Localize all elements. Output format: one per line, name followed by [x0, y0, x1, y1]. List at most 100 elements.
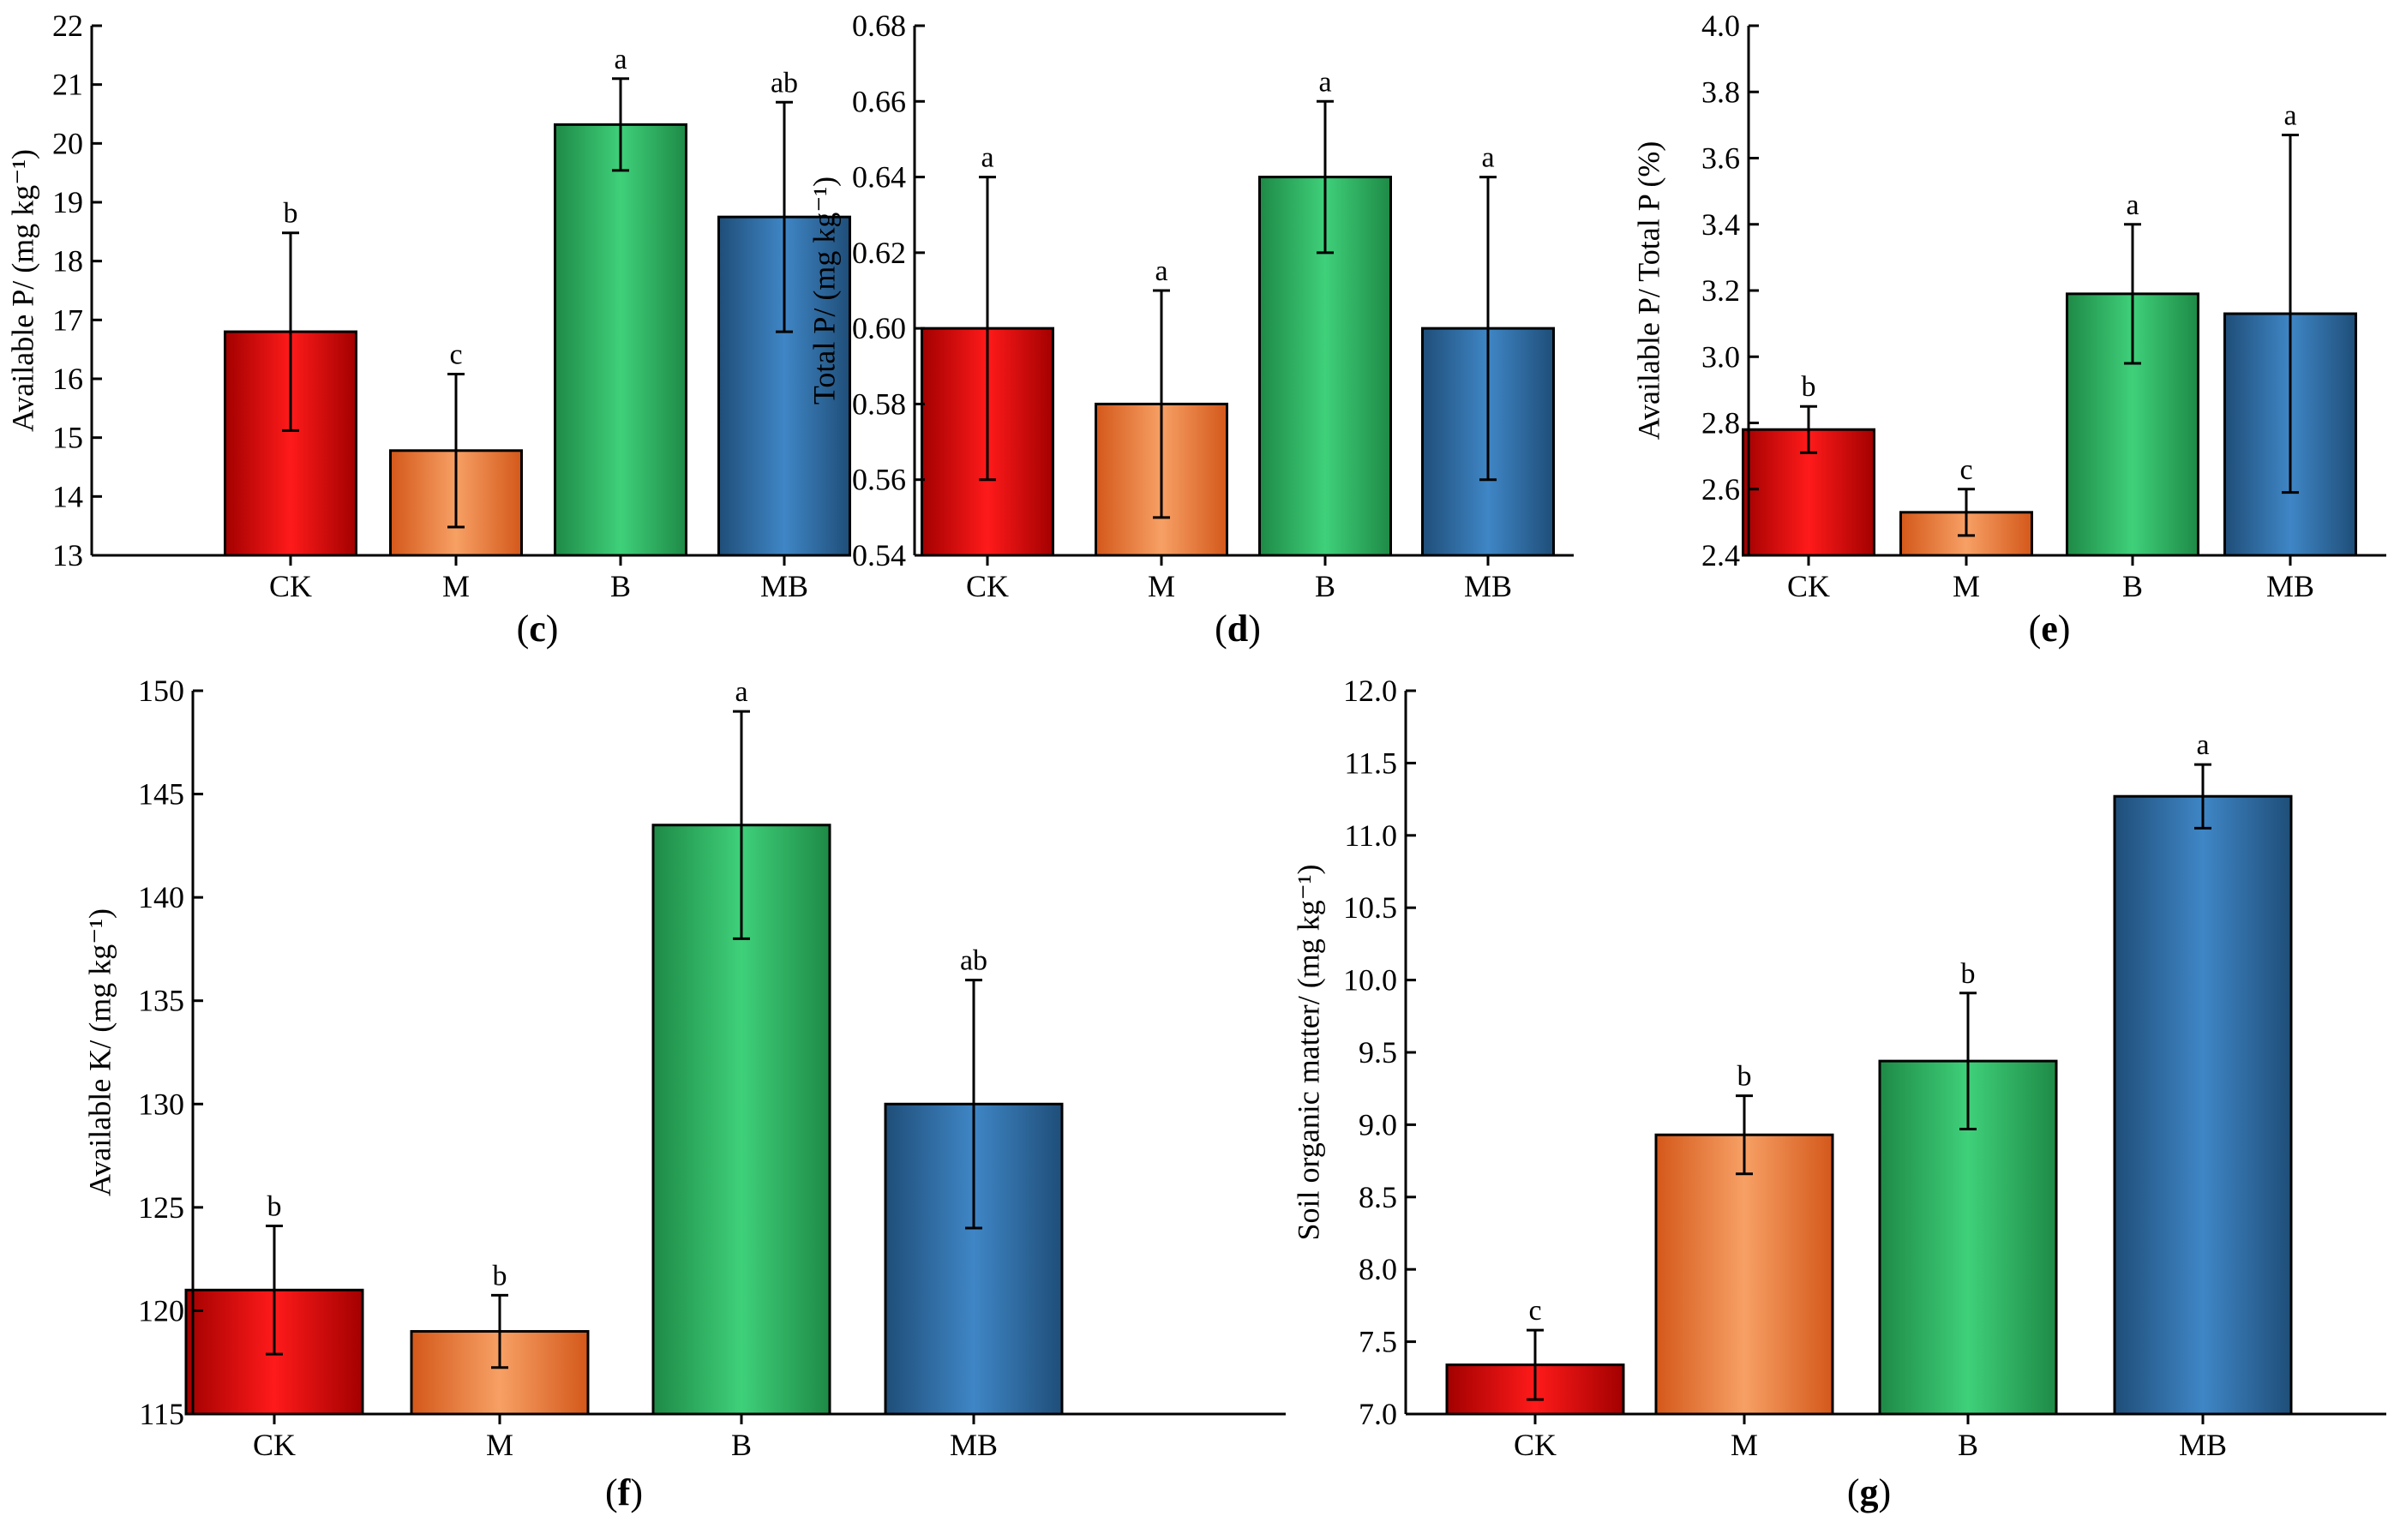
x-tick-label: B	[610, 569, 631, 603]
y-tick-label: 20	[52, 126, 83, 160]
significance-letter: c	[1959, 454, 1972, 486]
panel-label-d: (d)	[1215, 608, 1261, 650]
y-axis-label: Available K/ (mg kg⁻¹)	[82, 908, 117, 1196]
significance-letter: b	[493, 1260, 507, 1291]
bar-g-m	[1654, 1133, 1834, 1416]
y-tick-label: 3.4	[1701, 207, 1740, 242]
error-bar-d-b	[1317, 99, 1334, 255]
y-tick-label: 12.0	[1343, 674, 1397, 708]
panel-label-f: (f)	[605, 1471, 643, 1513]
y-tick-label: 9.5	[1359, 1035, 1397, 1070]
x-tick-label: MB	[2266, 569, 2314, 603]
error-bar-c-mb	[776, 100, 793, 333]
y-axis-label: Total P/ (mg kg⁻¹)	[807, 177, 841, 404]
y-tick-label: 3.2	[1701, 273, 1740, 308]
x-tick-label: M	[1148, 569, 1175, 603]
x-tick-label: MB	[760, 569, 808, 603]
error-bar-e-ck	[1800, 404, 1817, 454]
y-tick-label: 2.6	[1701, 472, 1740, 506]
bar-g-mb	[2113, 794, 2293, 1416]
significance-letter: ab	[771, 67, 798, 99]
y-tick-label: 13	[52, 538, 83, 572]
y-tick-label: 0.64	[852, 160, 906, 195]
significance-letter: b	[1961, 958, 1976, 990]
x-tick-label: CK	[966, 569, 1009, 603]
y-tick-label: 8.5	[1359, 1180, 1397, 1214]
significance-letter: a	[1155, 255, 1167, 287]
x-tick-label: MB	[2179, 1428, 2227, 1462]
y-tick-label: 125	[138, 1190, 184, 1225]
error-bar-d-mb	[1479, 176, 1497, 482]
significance-letter: b	[267, 1191, 282, 1223]
error-bar-c-b	[612, 77, 629, 172]
significance-letter: c	[1528, 1295, 1541, 1327]
significance-letter: b	[1802, 371, 1816, 403]
y-tick-label: 21	[52, 68, 83, 102]
significance-letter: a	[1481, 142, 1494, 174]
panel-label-e: (e)	[2029, 608, 2071, 650]
x-tick-label: CK	[1787, 569, 1830, 603]
y-tick-label: 15	[52, 421, 83, 455]
error-bar-d-m	[1153, 289, 1170, 519]
y-axis-label: Available P/ (mg kg⁻¹)	[5, 149, 39, 432]
x-tick-label: MB	[1464, 569, 1512, 603]
y-tick-label: 22	[52, 9, 83, 43]
y-tick-label: 14	[52, 479, 83, 513]
y-tick-label: 11.5	[1344, 746, 1397, 780]
y-tick-label: 0.56	[852, 463, 906, 497]
y-tick-label: 10.5	[1343, 890, 1397, 925]
significance-letter: b	[1737, 1061, 1752, 1093]
y-tick-label: 9.0	[1359, 1107, 1397, 1142]
y-tick-label: 135	[138, 984, 184, 1018]
x-tick-label: CK	[269, 569, 312, 603]
y-tick-label: 7.5	[1359, 1325, 1397, 1359]
y-tick-label: 3.8	[1701, 75, 1740, 109]
panel-label-g: (g)	[1847, 1471, 1891, 1513]
error-bar-g-m	[1736, 1094, 1753, 1176]
y-tick-label: 16	[52, 362, 83, 396]
error-bar-c-m	[447, 373, 465, 529]
significance-letter: c	[449, 339, 462, 371]
error-bar-f-ck	[266, 1225, 283, 1356]
significance-letter: a	[614, 44, 627, 75]
y-tick-label: 0.68	[852, 9, 906, 43]
y-tick-label: 2.4	[1701, 538, 1740, 572]
error-bar-e-mb	[2282, 133, 2299, 494]
y-tick-label: 0.66	[852, 84, 906, 118]
error-bar-f-b	[733, 710, 750, 940]
y-tick-label: 4.0	[1701, 9, 1740, 43]
y-tick-label: 0.62	[852, 236, 906, 270]
error-bar-e-b	[2124, 223, 2141, 365]
significance-letter: a	[1318, 66, 1331, 98]
y-tick-label: 120	[138, 1293, 184, 1327]
bar-c-b	[554, 123, 687, 557]
significance-letter: a	[735, 676, 747, 708]
error-bar-d-ck	[979, 176, 996, 482]
y-tick-label: 130	[138, 1087, 184, 1121]
y-tick-label: 19	[52, 185, 83, 219]
y-tick-label: 18	[52, 244, 83, 279]
y-axis-label: Soil organic matter/ (mg kg⁻¹)	[1291, 864, 1325, 1240]
chart-panel-g: c CK b Mb Ba MB 7.0 7.5 8.0 8.5 9.0 9.5 10.0 10.5 11.0…	[1291, 674, 2386, 1513]
y-tick-label: 8.0	[1359, 1252, 1397, 1286]
significance-letter: a	[981, 142, 993, 174]
y-tick-label: 115	[139, 1397, 184, 1431]
y-tick-label: 2.8	[1701, 406, 1740, 440]
significance-letter: b	[284, 198, 298, 230]
x-tick-label: MB	[950, 1428, 998, 1462]
chart-panel-e: b CK c Ma Ba MB 2.4 2.6 2.8 3.0 3.2 3.4 3.6 3.8 4.0 Ava…	[1631, 9, 2386, 650]
error-bar-g-b	[1959, 992, 1977, 1130]
error-bar-f-m	[491, 1293, 508, 1369]
y-tick-label: 3.6	[1701, 141, 1740, 176]
x-tick-label: B	[2122, 569, 2143, 603]
axes-d	[913, 26, 1574, 557]
significance-letter: a	[2126, 189, 2139, 221]
x-tick-label: CK	[1514, 1428, 1557, 1462]
x-tick-label: M	[1731, 1428, 1758, 1462]
y-tick-label: 0.60	[852, 311, 906, 345]
x-tick-label: B	[1958, 1428, 1978, 1462]
y-tick-label: 0.54	[852, 538, 906, 572]
y-tick-label: 145	[138, 777, 184, 812]
x-tick-label: M	[442, 569, 470, 603]
